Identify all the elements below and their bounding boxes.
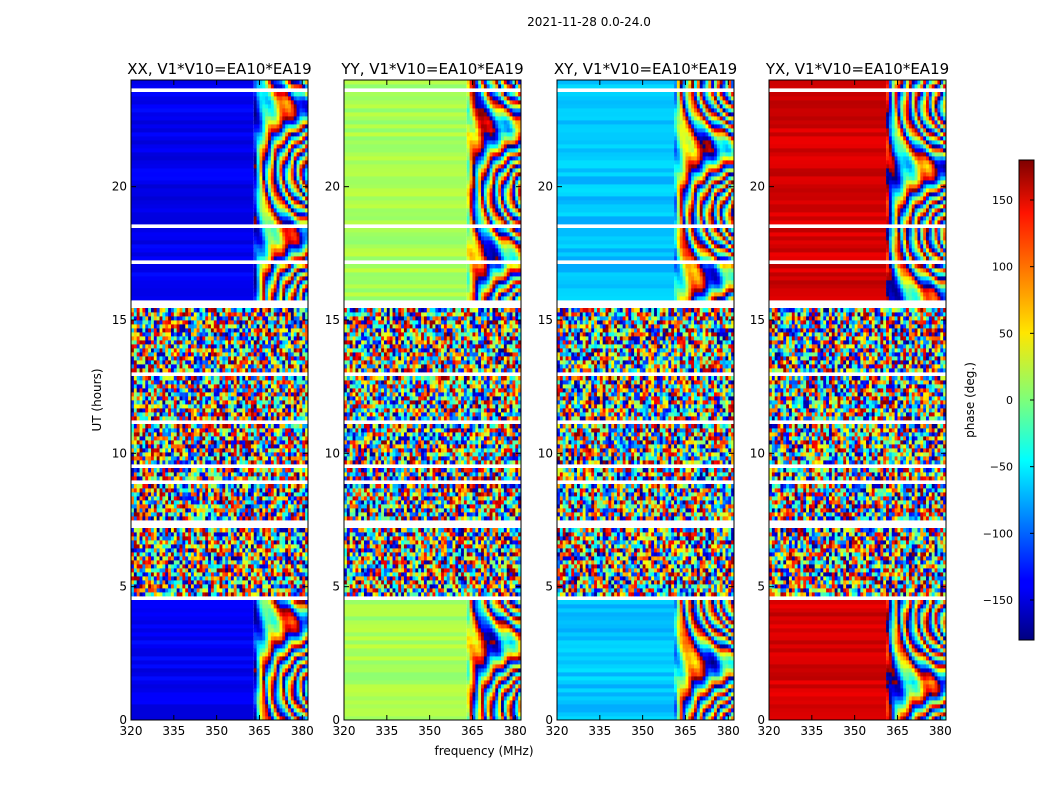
colorbar-tick-label: 150 [992,194,1013,207]
x-tick-label: 365 [461,724,484,738]
x-tick-label: 350 [418,724,441,738]
panel-title: YY, V1*V10=EA10*EA19 [340,60,523,78]
x-axis-label: frequency (MHz) [434,744,533,758]
x-tick-label: 320 [546,724,569,738]
x-tick-label: 380 [291,724,314,738]
panel-3: XY, V1*V10=EA10*EA19 320 335 350 365 380 0 5 10 1… [538,60,740,738]
x-tick-label: 350 [843,724,866,738]
x-tick-label: 335 [162,724,185,738]
y-tick-label: 15 [750,313,765,327]
panel-title: XX, V1*V10=EA10*EA19 [127,60,311,78]
panel-1: XX, V1*V10=EA10*EA19 320 335 350 365 380 0 5 10 1… [112,60,314,738]
y-tick-label: 10 [325,446,340,460]
y-tick-label: 0 [119,713,127,727]
y-tick-label: 10 [538,446,553,460]
panel-frame [130,79,309,721]
x-tick-label: 380 [717,724,740,738]
panel-4: YX, V1*V10=EA10*EA19 320 335 350 365 380 0 5 10 1… [750,60,952,738]
panel-title: YX, V1*V10=EA10*EA19 [765,60,949,78]
x-tick-label: 320 [333,724,356,738]
y-tick-label: 10 [112,446,127,460]
y-tick-label: 15 [112,313,127,327]
colorbar-ticks: 150 100 50 0 −50 −100 −150 [983,194,1034,607]
colorbar-tick-label: −50 [990,461,1013,474]
y-tick-label: 0 [545,713,553,727]
colorbar-tick-label: 50 [999,327,1013,340]
phase-image [131,80,308,720]
y-tick-label: 5 [332,580,340,594]
y-tick-label: 5 [757,580,765,594]
panel-frame [768,79,947,721]
phase-image [769,80,946,720]
y-tick-label: 20 [538,180,553,194]
x-tick-label: 380 [929,724,952,738]
phase-image [344,80,521,720]
y-tick-label: 20 [325,180,340,194]
figure-title: 2021-11-28 0.0-24.0 [527,15,651,29]
x-tick-label: 335 [588,724,611,738]
colorbar: 150 100 50 0 −50 −100 −150 phase (deg.) [963,159,1035,641]
panel-frame [343,79,522,721]
x-tick-label: 365 [886,724,909,738]
colorbar-tick-label: −100 [983,527,1013,540]
x-tick-label: 335 [375,724,398,738]
y-tick-label: 0 [332,713,340,727]
y-tick-label: 15 [325,313,340,327]
y-tick-label: 20 [112,180,127,194]
y-tick-label: 10 [750,446,765,460]
panel-2: YY, V1*V10=EA10*EA19 320 335 350 365 380 0 5 10 1… [325,60,527,738]
panels: XX, V1*V10=EA10*EA19 320 335 350 365 380 0 5 10 1… [112,60,952,738]
y-tick-label: 0 [757,713,765,727]
colorbar-tick-label: 100 [992,261,1013,274]
y-tick-label: 5 [545,580,553,594]
colorbar-tick-label: −150 [983,594,1013,607]
phase-image [557,80,734,720]
x-tick-label: 350 [205,724,228,738]
x-tick-label: 365 [674,724,697,738]
y-tick-label: 15 [538,313,553,327]
y-tick-label: 5 [119,580,127,594]
x-tick-label: 320 [758,724,781,738]
colorbar-tick-label: 0 [1006,394,1013,407]
panel-frame [556,79,735,721]
x-tick-label: 335 [800,724,823,738]
y-axis-label: UT (hours) [90,368,104,431]
panel-title: XY, V1*V10=EA10*EA19 [554,60,737,78]
y-tick-label: 20 [750,180,765,194]
x-tick-label: 350 [631,724,654,738]
x-tick-label: 380 [504,724,527,738]
x-tick-label: 320 [120,724,143,738]
colorbar-label: phase (deg.) [963,362,977,438]
x-tick-label: 365 [248,724,271,738]
